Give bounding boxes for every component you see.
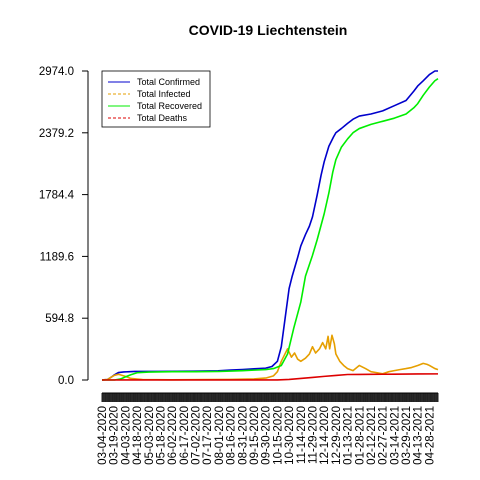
x-tick-label: 08-01-2020 [214,406,226,465]
x-tick-label: 11-29-2020 [307,406,319,464]
legend: Total Confirmed Total Infected Total Recov… [101,70,211,128]
y-tick-label: 2974.0 [39,66,74,78]
x-tick-label: 04-03-2020 [120,406,132,465]
x-tick-label: 12-29-2020 [331,406,343,465]
x-axis: 03-04-2020 03-19-2020 04-03-2020 04-18-2020… [97,392,439,465]
x-daily-tick-band [101,393,439,402]
series-line-total-deaths [101,373,439,381]
chart-title: COVID-19 Liechtenstein [189,22,348,38]
x-tick-label: 01-28-2021 [354,406,366,465]
x-tick-label: 04-18-2020 [132,406,144,465]
x-tick-label: 07-17-2020 [202,406,214,465]
x-tick-label: 06-02-2020 [167,406,179,465]
legend-label: Total Recovered [137,101,202,111]
x-tick-label: 03-04-2020 [97,406,109,465]
x-tick-label: 09-15-2020 [249,406,261,465]
y-tick-label: 1784.4 [39,190,75,202]
x-tick-label: 05-18-2020 [155,406,167,465]
x-tick-label: 10-15-2020 [272,406,284,465]
y-tick-label: 594.8 [45,313,74,325]
x-tick-label: 09-30-2020 [261,406,273,465]
x-tick-label: 04-28-2021 [424,406,436,465]
x-tick-label: 04-13-2021 [413,406,425,465]
x-tick-label: 02-27-2021 [378,406,390,465]
x-tick-label: 05-03-2020 [144,406,156,465]
x-tick-label: 06-17-2020 [179,406,191,465]
x-tick-label: 03-29-2021 [401,406,413,465]
x-tick-label: 11-14-2020 [296,406,308,464]
series-line-total-recovered [102,78,439,381]
x-tick-label: 08-16-2020 [226,406,238,465]
y-tick-label: 1189.6 [40,251,74,263]
x-tick-label: 01-13-2021 [343,406,355,465]
legend-label: Total Confirmed [137,77,200,87]
y-tick-label: 0.0 [58,375,74,387]
y-axis: 0.0 594.8 1189.6 1784.4 2379.2 2974.0 [39,66,89,387]
legend-label: Total Deaths [137,113,188,123]
y-tick-label: 2379.2 [39,128,74,140]
x-tick-label: 03-14-2021 [389,406,401,465]
x-tick-label: 08-31-2020 [237,406,249,465]
x-tick-label: 10-30-2020 [284,406,296,465]
legend-label: Total Infected [137,89,191,99]
x-tick-label: 12-14-2020 [319,406,331,465]
series-layer [101,70,439,381]
x-tick-label: 07-02-2020 [191,406,203,465]
x-tick-label: 03-19-2020 [109,406,121,465]
x-tick-label: 02-12-2021 [366,406,378,465]
